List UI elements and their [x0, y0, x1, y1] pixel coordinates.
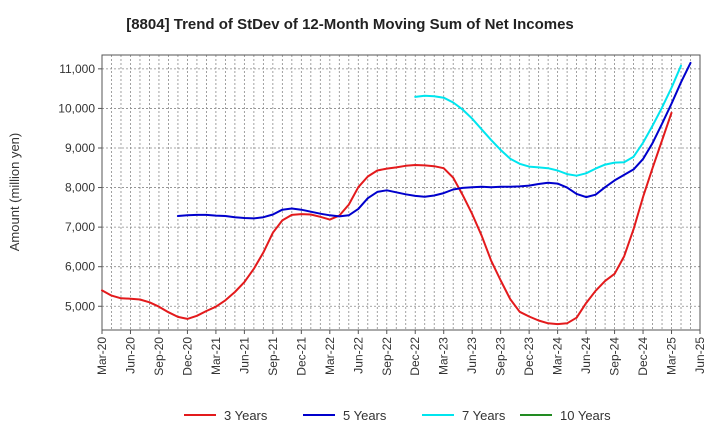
y-tick-label: 10,000	[58, 101, 95, 115]
x-tick-label: Sep-22	[380, 337, 394, 376]
chart-title: [8804] Trend of StDev of 12-Month Moving…	[126, 16, 574, 33]
x-tick-label: Jun-24	[579, 337, 593, 374]
y-tick-label: 5,000	[65, 299, 95, 313]
x-tick-label: Jun-23	[465, 337, 479, 374]
legend-label: 7 Years	[462, 408, 506, 423]
y-tick-label: 6,000	[65, 260, 95, 274]
x-tick-label: Jun-21	[237, 337, 251, 374]
series-line-7-years	[414, 64, 682, 177]
x-tick-label: Sep-20	[152, 337, 166, 376]
y-tick-label: 9,000	[65, 141, 95, 155]
y-tick-label: 8,000	[65, 181, 95, 195]
legend-label: 3 Years	[224, 408, 268, 423]
plot-frame	[101, 54, 701, 331]
grid-layer	[102, 55, 700, 330]
series-line-5-years	[176, 61, 692, 220]
x-tick-label: Jun-25	[693, 337, 707, 374]
series-line-3-years	[101, 111, 673, 326]
x-tick-label: Mar-21	[209, 337, 223, 375]
x-tick-label: Sep-21	[266, 337, 280, 376]
x-tick-label: Jun-20	[123, 337, 137, 374]
legend-label: 5 Years	[343, 408, 387, 423]
x-tick-label: Mar-22	[323, 337, 337, 375]
legend: 3 Years 5 Years 7 Years 10 Years	[184, 408, 611, 423]
series-layer	[101, 61, 692, 326]
x-tick-label: Sep-23	[494, 337, 508, 376]
legend-label: 10 Years	[560, 408, 611, 423]
x-tick-label: Mar-23	[437, 337, 451, 375]
x-tick-label: Dec-21	[294, 337, 308, 376]
y-axis-ticks: 5,000 6,000 7,000 8,000 9,000 10,000 11,000	[58, 62, 102, 313]
y-axis-title: Amount (million yen)	[7, 133, 22, 252]
x-tick-label: Jun-22	[351, 337, 365, 374]
x-tick-label: Dec-23	[522, 337, 536, 376]
y-tick-label: 11,000	[59, 62, 95, 76]
x-tick-label: Sep-24	[608, 337, 622, 376]
x-tick-label: Dec-22	[408, 337, 422, 376]
x-tick-label: Dec-24	[636, 337, 650, 376]
x-tick-label: Mar-20	[95, 337, 109, 375]
x-tick-label: Mar-25	[665, 337, 679, 375]
y-tick-label: 7,000	[65, 220, 95, 234]
x-axis-ticks: Mar-20 Jun-20 Sep-20 Dec-20 Mar-21 Jun-21 Sep-…	[95, 330, 707, 376]
x-tick-label: Mar-24	[551, 337, 565, 375]
x-tick-label: Dec-20	[180, 337, 194, 376]
